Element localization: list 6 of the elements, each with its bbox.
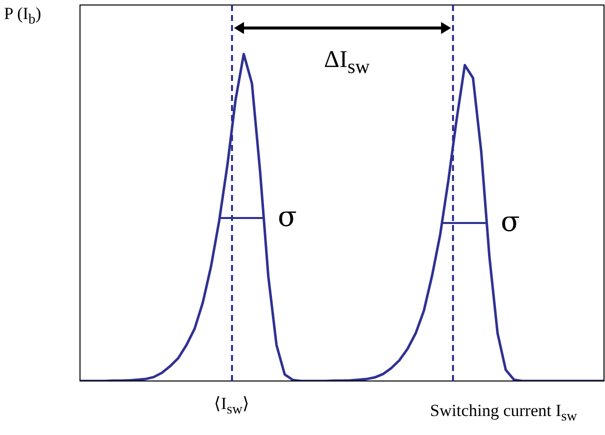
x-axis-title: Switching current I$_{sw}$ xyxy=(430,401,577,426)
annotation: σ xyxy=(500,204,520,238)
y-axis-title: P (I$_{b}$) xyxy=(4,4,42,28)
annotation: σ xyxy=(278,199,297,232)
annotation: ΔI$_{sw}$ xyxy=(324,47,370,79)
text: ⟨I$_{sw}$⟩ xyxy=(214,393,250,418)
